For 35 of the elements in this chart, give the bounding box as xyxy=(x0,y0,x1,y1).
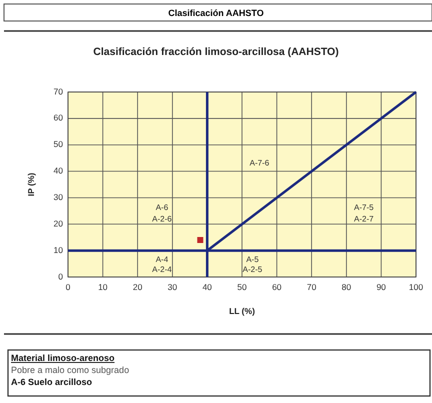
x-tick-label: 100 xyxy=(408,282,424,292)
y-tick-label: 60 xyxy=(54,112,64,123)
x-tick-label: 60 xyxy=(272,282,282,292)
x-tick-label: 20 xyxy=(132,282,143,292)
y-tick-label: 20 xyxy=(54,218,64,228)
x-tick-label: 0 xyxy=(66,282,71,292)
y-tick-label: 70 xyxy=(54,86,64,96)
annotation: A-2-4 xyxy=(152,265,172,274)
x-tick-label: 50 xyxy=(237,282,247,292)
annotation: A-7-6 xyxy=(250,158,270,168)
text: A-6 Suelo arcilloso xyxy=(11,377,93,387)
x-tick-label: 80 xyxy=(342,282,352,292)
annotation: A-5 xyxy=(246,254,260,264)
y-tick-label: 30 xyxy=(54,192,64,202)
y-tick-label: 50 xyxy=(54,139,64,150)
x-tick-label: 70 xyxy=(306,282,317,292)
y-tick-label: 0 xyxy=(58,271,64,282)
x-tick-label: 90 xyxy=(376,282,386,292)
annotation: A-6 xyxy=(156,202,169,212)
annotation: A-2-7 xyxy=(354,214,374,224)
x-axis-title: LL (%) xyxy=(229,306,256,316)
x-tick-label: 10 xyxy=(98,282,108,292)
y-tick-label: 10 xyxy=(54,244,64,255)
x-tick-label: 30 xyxy=(168,282,178,292)
annotation: A-7-5 xyxy=(354,202,374,212)
text: Pobre a malo como subgrado xyxy=(11,365,130,375)
text: Clasificación AAHSTO xyxy=(168,8,264,18)
annotation: A-4 xyxy=(156,254,169,264)
text: Material limoso-arenoso xyxy=(11,353,116,363)
annotation: A-2-5 xyxy=(242,265,263,274)
chart-title: Clasificación fracción limoso-arcillosa (AAHSTO) xyxy=(93,46,339,58)
x-tick-label: 40 xyxy=(202,282,212,292)
y-tick-label: 40 xyxy=(54,166,64,176)
annotation: A-2-6 xyxy=(152,214,172,224)
y-axis-title: IP (%) xyxy=(26,172,36,196)
